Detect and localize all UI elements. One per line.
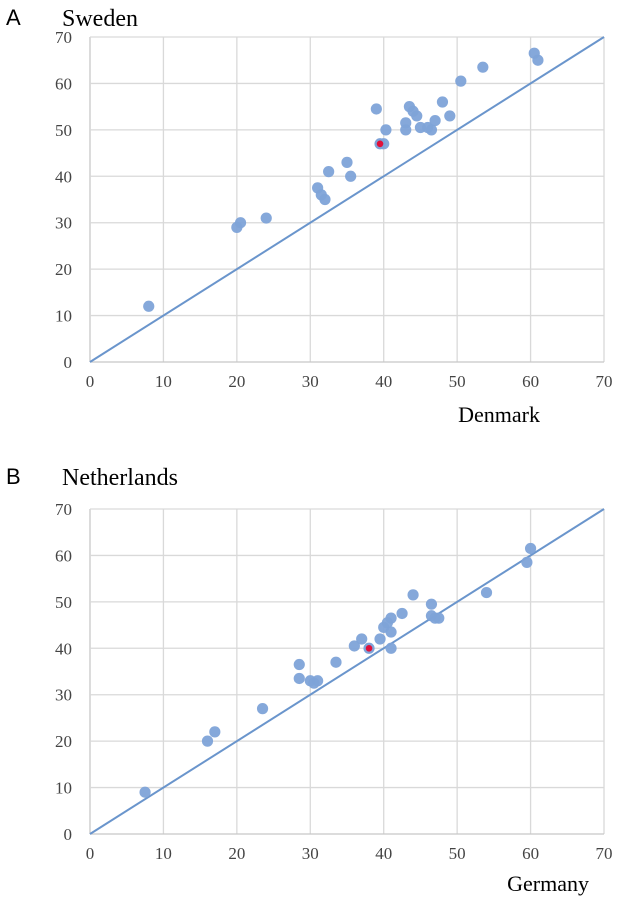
data-point-b [385,642,397,654]
data-point-b [524,542,537,555]
y-tick-label-b: 60 [55,546,72,565]
x-tick-label-b: 0 [86,844,95,863]
y-tick-label-a: 50 [55,121,72,140]
highlight-point-b [365,644,373,652]
data-point-a [400,117,412,129]
data-point-a [455,75,467,87]
data-point-a [370,103,382,115]
data-point-b [374,633,386,645]
scatter-points-b [139,542,537,798]
data-point-b [293,672,305,685]
y-tick-label-b: 10 [55,779,72,798]
y-tick-label-a: 10 [55,307,72,326]
data-point-b [139,786,151,798]
x-tick-label-b: 70 [596,844,613,863]
data-point-b [407,589,419,601]
data-point-b [330,656,342,668]
y-tick-label-b: 70 [55,500,72,519]
data-point-a [143,300,155,312]
data-point-b [433,612,445,624]
data-point-b [396,607,408,620]
data-point-a [341,156,353,168]
x-tick-label-b: 50 [449,844,466,863]
x-tick-label-a: 30 [302,372,319,391]
reference-line-a [89,36,605,363]
x-tick-label-b: 20 [228,844,245,863]
data-point-b [293,658,305,671]
x-axis-label-a: Denmark [458,402,540,427]
x-tick-label-b: 40 [375,844,392,863]
x-axis-label-b: Germany [507,871,589,896]
scatter-points-a [143,47,544,312]
y-tick-label-a: 20 [55,260,72,279]
data-point-b [348,640,360,652]
chart-title-b: Netherlands [62,465,178,491]
highlight-point-a [376,140,384,148]
x-tick-labels-a: 0 10 20 30 40 50 60 70 [86,372,613,391]
data-point-b [385,612,397,624]
chart-panel-a: A Sweden 0 10 20 30 40 50 60 70 0 10 20 30 40 50 60 70… [6,5,613,427]
x-tick-label-b: 30 [302,844,319,863]
y-tick-label-b: 40 [55,639,72,658]
x-tick-label-a: 50 [449,372,466,391]
data-point-b [201,735,214,747]
y-tick-label-a: 30 [55,214,72,233]
chart-title-a: Sweden [62,6,138,32]
y-tick-label-a: 70 [55,28,72,47]
y-tick-label-a: 0 [64,353,73,372]
data-point-a [444,110,456,122]
data-point-a [436,96,449,108]
data-point-a [425,124,438,136]
data-point-b [312,675,324,687]
x-tick-label-a: 40 [375,372,392,391]
y-tick-label-a: 60 [55,74,72,93]
x-tick-labels-b: 0 10 20 30 40 50 60 70 [86,844,613,863]
x-tick-label-a: 0 [86,372,95,391]
data-point-a [532,54,544,66]
y-tick-label-b: 20 [55,732,72,751]
data-point-a [429,114,441,127]
data-point-b [480,586,493,599]
panel-letter-b: B [6,464,21,489]
y-tick-labels-a: 0 10 20 30 40 50 60 70 [55,28,72,372]
chart-panel-b: B Netherlands 0 10 20 30 40 50 60 70 0 10 20 30 40 5… [6,464,613,896]
panel-letter-a: A [6,5,21,30]
data-point-a [319,193,331,206]
identity-line-a [89,36,605,363]
y-tick-label-a: 40 [55,167,72,186]
data-point-b [209,726,221,738]
data-point-a [477,61,489,73]
data-point-b [256,703,269,715]
data-point-b [356,633,368,645]
x-tick-label-a: 10 [155,372,172,391]
data-point-b [385,626,397,638]
y-tick-label-b: 30 [55,686,72,705]
data-point-b [521,556,533,568]
x-tick-label-b: 60 [522,844,539,863]
reference-line-b [89,508,605,835]
grid-b [89,508,605,835]
data-point-a [345,170,357,182]
data-point-a [234,217,247,229]
data-point-b [425,598,438,610]
x-tick-label-a: 70 [596,372,613,391]
y-tick-label-b: 50 [55,593,72,612]
data-point-a [323,166,335,178]
y-tick-labels-b: 0 10 20 30 40 50 60 70 [55,500,72,844]
data-point-a [260,212,272,224]
data-point-a [380,124,392,136]
data-point-a [411,110,423,122]
identity-line-b [89,508,605,835]
x-tick-label-b: 10 [155,844,172,863]
x-tick-label-a: 60 [522,372,539,391]
x-tick-label-a: 20 [228,372,245,391]
y-tick-label-b: 0 [64,825,73,844]
